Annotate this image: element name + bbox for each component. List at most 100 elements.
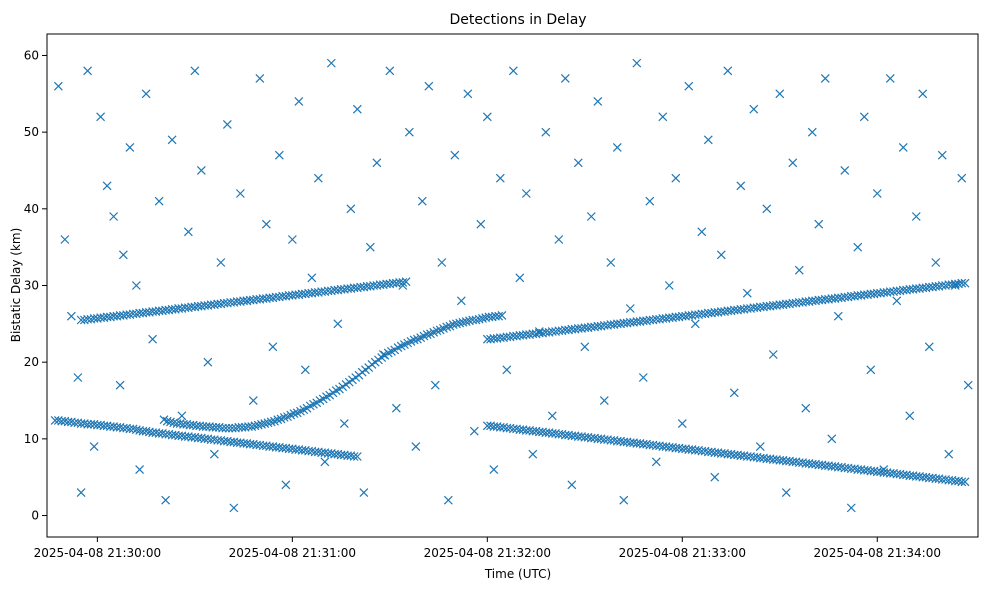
- x-tick-label: 2025-04-08 21:32:00: [424, 546, 551, 560]
- data-point: [66, 311, 76, 321]
- data-point: [502, 365, 512, 375]
- data-point: [801, 403, 811, 413]
- data-point: [266, 417, 276, 427]
- x-tick-label: 2025-04-08 21:33:00: [619, 546, 746, 560]
- data-point: [222, 120, 232, 129]
- data-point: [224, 423, 234, 433]
- y-tick-label: 50: [24, 125, 39, 139]
- data-point: [247, 422, 257, 432]
- data-point: [651, 457, 661, 467]
- data-point: [768, 350, 778, 359]
- data-point: [255, 74, 265, 83]
- data-point: [248, 396, 258, 405]
- data-point: [671, 173, 681, 183]
- data-point: [788, 158, 798, 168]
- data-point: [508, 66, 518, 76]
- data-point: [115, 380, 125, 390]
- data-point: [208, 422, 218, 432]
- data-point: [261, 219, 271, 229]
- data-point: [458, 317, 468, 327]
- data-point: [463, 89, 473, 99]
- data-point: [274, 150, 284, 160]
- data-point: [599, 396, 609, 405]
- data-point: [196, 166, 206, 175]
- data-point: [118, 250, 128, 260]
- data-point: [716, 250, 726, 260]
- data-point: [166, 417, 175, 427]
- data-point: [478, 314, 487, 323]
- data-point: [73, 373, 83, 382]
- data-point: [931, 258, 941, 267]
- data-point: [141, 89, 151, 99]
- data-point: [560, 74, 570, 83]
- data-point: [476, 219, 486, 229]
- data-point: [957, 173, 967, 183]
- data-point: [703, 135, 713, 145]
- data-point: [148, 334, 158, 344]
- data-point: [424, 81, 434, 91]
- data-point: [723, 66, 733, 76]
- data-point: [918, 89, 928, 99]
- data-point: [307, 273, 317, 283]
- scatter-points: [50, 58, 973, 513]
- data-point: [221, 423, 231, 433]
- data-point: [632, 58, 642, 68]
- data-point: [183, 227, 193, 237]
- data-point: [131, 281, 141, 290]
- data-point: [827, 434, 837, 444]
- data-point: [580, 342, 590, 352]
- x-axis-ticks: 2025-04-08 21:30:00 2025-04-08 21:31:00 20…: [34, 537, 941, 560]
- data-point: [664, 281, 674, 290]
- data-point: [313, 173, 323, 183]
- data-point: [456, 296, 466, 306]
- data-point: [218, 423, 227, 433]
- data-point: [167, 135, 177, 145]
- data-point: [497, 310, 507, 320]
- data-point: [352, 104, 362, 114]
- data-point: [76, 488, 86, 497]
- data-point: [710, 472, 720, 482]
- data-point: [83, 419, 93, 429]
- data-point: [957, 477, 967, 487]
- data-point: [320, 457, 330, 467]
- data-point: [135, 465, 145, 474]
- data-point: [960, 477, 970, 487]
- data-point: [162, 416, 172, 426]
- data-point: [161, 495, 171, 505]
- data-point: [141, 426, 151, 436]
- data-point: [89, 442, 99, 451]
- data-point: [422, 330, 432, 339]
- data-point: [794, 265, 804, 275]
- data-point: [263, 418, 273, 428]
- data-point: [885, 74, 895, 83]
- data-point: [736, 181, 746, 191]
- data-point: [606, 258, 616, 267]
- data-point: [242, 296, 252, 306]
- data-point: [482, 112, 492, 122]
- data-point: [455, 318, 465, 328]
- data-point: [489, 465, 499, 474]
- x-tick-label: 2025-04-08 21:31:00: [229, 546, 356, 560]
- data-point: [294, 97, 304, 106]
- data-point: [781, 488, 791, 497]
- data-point: [365, 242, 375, 252]
- y-tick-label: 0: [31, 509, 39, 523]
- data-point: [807, 127, 817, 137]
- data-point: [567, 480, 577, 490]
- data-point: [960, 278, 970, 288]
- data-point: [409, 335, 419, 345]
- data-point: [521, 189, 531, 198]
- data-point: [234, 422, 244, 432]
- data-point: [372, 158, 382, 168]
- data-point: [944, 449, 954, 459]
- data-point: [872, 189, 882, 198]
- data-point: [279, 412, 289, 422]
- data-point: [96, 112, 106, 122]
- data-point: [198, 422, 208, 432]
- data-point: [131, 425, 141, 435]
- data-point: [378, 350, 388, 359]
- y-axis-ticks: 0 10 20 30 40 50 60: [24, 48, 47, 523]
- data-point: [411, 442, 421, 451]
- data-point: [677, 419, 687, 428]
